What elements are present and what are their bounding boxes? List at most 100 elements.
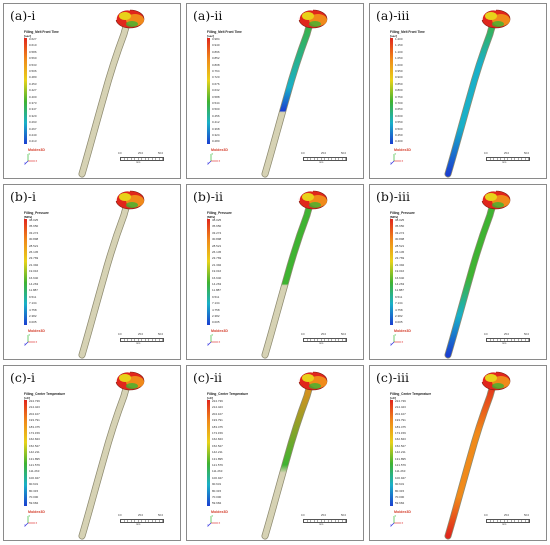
legend-tick: 9.511 [395,294,403,299]
part-head [298,9,328,29]
legend-tick: 111.263 [29,469,40,474]
legend-tick: 21.392 [29,262,39,267]
rod-body [79,13,135,177]
legend-tick: 35.650 [212,224,222,229]
legend-tick: 26.145 [212,250,222,254]
legend-tick: 11.887 [29,288,38,293]
scale-unit: mm [502,342,507,345]
legend-tick: 0.896 [212,49,220,54]
legend-tick: 173.159 [212,431,223,435]
part-head [115,190,145,210]
panel-label: (b)-iii [376,189,410,204]
axis-x-label: X [219,160,221,163]
axis-y-label: Y [212,153,214,156]
axis-y-label: Y [395,515,397,518]
legend-tick: 0.940 [212,43,220,48]
legend-tick: 204.107 [395,411,406,416]
scale-right-value: 50.0 [341,152,347,155]
legend-tick: 19.016 [29,269,39,274]
scale-bar-ruler [120,157,164,161]
legend-tick: 30.898 [212,237,222,242]
legend-tick: 0.950 [395,69,403,73]
scale-right-value: 50.0 [158,333,164,336]
legend-tick: 131.895 [212,456,223,461]
scale-mid-value: 25.0 [138,514,144,517]
legend-tick: 193.791 [29,418,40,423]
axis-y-label: Y [29,153,31,156]
legend-tick: 28.521 [212,243,222,248]
axis-x-label: X [219,522,221,525]
color-legend-ticks: 224.739 214.423 204.107 193.791 183.475 173.1… [395,399,425,509]
legend-tick: 0.005 [395,320,403,325]
legend-tick: 9.511 [212,294,220,299]
scale-right-value: 50.0 [524,514,530,517]
part-model [78,190,145,359]
legend-tick: 0.600 [395,113,403,118]
axis-x-label: X [219,341,221,344]
legend-tick: 214.423 [212,405,223,410]
legend-tick: 19.016 [395,269,405,274]
legend-tick: 0.267 [29,126,37,131]
axis-z-label: Z [390,525,392,528]
legend-tick: 90.631 [212,482,222,487]
legend-tick: 0.750 [395,94,403,99]
axis-triad: X Y Z [24,334,38,346]
scale-unit: mm [136,523,141,526]
scale-bar: 0.0 25.0 50.0 mm [114,333,174,347]
legend-tick: 28.521 [395,243,405,248]
legend-tick: 0.456 [212,113,220,118]
scale-right-value: 50.0 [524,152,530,155]
rod-body [79,194,135,358]
legend-tick: 131.895 [29,456,40,461]
legend-tick: 4.758 [29,307,37,312]
result-panel-c-iii: (c)-iii Filling_Center Temperature [oC] 224… [369,365,547,541]
axis-y-label: Y [395,334,397,337]
result-title: Filling_Pressure [390,211,415,215]
scale-bar: 0.0 25.0 50.0 mm [297,514,357,528]
legend-tick: 121.579 [395,463,406,467]
scale-left-value: 0.0 [484,514,488,517]
legend-tick: 100.947 [29,475,40,480]
legend-tick: 59.684 [395,501,405,506]
legend-tick: 38.025 [29,218,39,222]
panel-label: (b)-ii [193,189,223,204]
legend-tick: 0.984 [212,37,220,41]
color-legend-bar [390,400,393,506]
legend-tick: 0.900 [395,75,403,80]
legend-tick: 33.274 [212,230,222,235]
legend-tick: 16.640 [29,275,39,280]
rod-body [262,194,318,358]
result-panel-a-iii: (a)-iii Filling_Melt Front Time [sec] 1.200… [369,3,547,179]
legend-tick: 131.895 [395,456,406,461]
legend-tick: 173.159 [395,431,406,435]
color-legend-bar [390,219,393,325]
scale-unit: mm [136,161,141,164]
scale-mid-value: 25.0 [321,333,327,336]
legend-tick: 193.791 [395,418,406,423]
legend-tick: 0.586 [29,49,37,54]
legend-tick: 70.000 [212,495,222,499]
legend-tick: 162.843 [29,437,40,442]
legend-tick: 4.758 [212,307,220,312]
result-title: Filling_Center Temperature [207,392,249,396]
legend-tick: 1.200 [395,37,403,41]
axis-x-label: X [402,160,404,163]
scale-unit: mm [502,523,507,526]
result-panel-c-ii: (c)-ii Filling_Center Temperature [oC] 224.… [186,365,364,541]
legend-tick: 152.527 [212,443,223,448]
scale-right-value: 50.0 [341,333,347,336]
legend-tick: 152.527 [395,443,406,448]
legend-tick: 2.382 [395,314,403,318]
legend-tick: 30.898 [29,237,39,242]
legend-tick: 0.650 [395,107,403,112]
scale-left-value: 0.0 [301,152,305,155]
legend-tick: 14.263 [29,282,39,286]
axis-x-label: X [36,522,38,525]
legend-tick: 4.758 [395,307,403,312]
scale-left-value: 0.0 [484,152,488,155]
scale-mid-value: 25.0 [504,514,510,517]
axis-y-label: Y [395,153,397,156]
legend-tick: 33.274 [29,230,39,235]
result-panel-b-iii: (b)-iii Filling_Pressure [MPa] 38.025 35.650… [369,184,547,360]
legend-tick: 11.887 [212,288,221,293]
